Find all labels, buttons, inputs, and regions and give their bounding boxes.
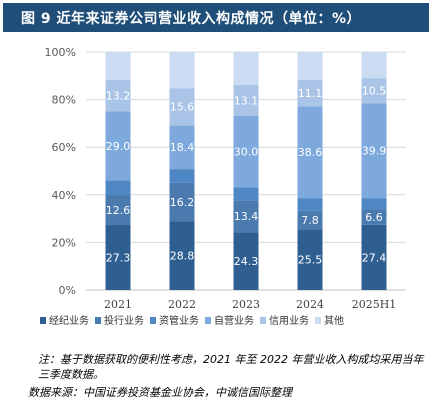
bar-segment <box>105 195 131 226</box>
data-label: 16.2 <box>170 196 195 209</box>
bar-segment <box>169 88 195 126</box>
bar-segment <box>169 169 195 183</box>
chart-title: 图 9 近年来证券公司营业收入构成情况（单位：%） <box>21 10 362 27</box>
x-tick-label: 2024 <box>296 298 324 311</box>
bar-segment <box>297 79 323 107</box>
data-label: 7.8 <box>301 214 319 227</box>
legend-swatch <box>95 317 101 324</box>
bar-segment <box>233 187 259 201</box>
legend-label: 其他 <box>324 314 344 327</box>
bar-segment <box>297 229 323 290</box>
legend-label: 经纪业务 <box>49 314 89 327</box>
bar-segment <box>105 111 131 181</box>
chart-note: 注：基于数据获取的便利性考虑，2021 年至 2022 年营业收入构成均采用当年… <box>38 352 428 382</box>
x-tick-label: 2023 <box>232 298 260 311</box>
data-label: 27.3 <box>106 252 131 265</box>
data-label: 15.6 <box>170 101 195 114</box>
data-label: 12.6 <box>106 204 131 217</box>
x-tick-label: 2022 <box>168 298 196 311</box>
data-label: 6.6 <box>365 211 383 224</box>
bar-segment <box>233 52 259 85</box>
bar-segment <box>297 106 323 199</box>
data-label: 29.0 <box>106 140 131 153</box>
bar-segment <box>233 200 259 233</box>
legend-swatch <box>205 317 211 324</box>
bar-segment <box>297 198 323 211</box>
x-tick-label: 2021 <box>104 298 132 311</box>
legend-label: 投行业务 <box>104 314 144 327</box>
bar-segment <box>169 52 195 89</box>
x-tick-label: 2025H1 <box>352 298 397 311</box>
stacked-bar-chart: 0% 20% 40% 60% 80% 100% 27.3 12.6 29.0 13.2 2021 28… <box>40 46 406 327</box>
y-tick-label: 20% <box>52 236 76 249</box>
data-label: 13.1 <box>234 94 259 107</box>
bar-segment <box>361 209 387 225</box>
bar-segment <box>233 84 259 117</box>
bar-segment <box>169 182 195 222</box>
bar-segment <box>361 224 387 290</box>
legend-swatch <box>315 317 321 324</box>
bar-segment <box>297 52 323 80</box>
legend-swatch <box>260 317 266 324</box>
chart-title-bar: 图 9 近年来证券公司营业收入构成情况（单位：%） <box>3 3 429 32</box>
data-label: 28.8 <box>170 250 195 263</box>
bar-segment <box>361 78 387 104</box>
y-tick-label: 40% <box>52 189 76 202</box>
data-source: 数据来源：中国证券投资基金业协会，中诚信国际整理 <box>28 386 292 399</box>
data-label: 25.5 <box>298 254 323 267</box>
y-tick-label: 80% <box>52 94 76 107</box>
bar-segment <box>361 103 387 199</box>
data-label: 38.6 <box>298 146 323 159</box>
data-label: 30.0 <box>234 146 259 159</box>
data-label: 27.4 <box>362 251 387 264</box>
legend-label: 信用业务 <box>269 314 309 327</box>
bar-segment <box>105 225 131 290</box>
data-label: 13.2 <box>106 90 131 103</box>
bar-segment <box>169 221 195 290</box>
y-tick-label: 60% <box>52 141 76 154</box>
data-label: 11.1 <box>298 87 323 100</box>
data-label: 10.5 <box>362 85 387 98</box>
data-label: 18.4 <box>170 141 195 154</box>
bar-segment <box>233 232 259 290</box>
legend-swatch <box>150 317 156 324</box>
note-text: 注：基于数据获取的便利性考虑，2021 年至 2022 年营业收入构成均采用当年… <box>38 353 424 381</box>
bar-segment <box>105 52 131 80</box>
y-tick-label: 0% <box>59 284 76 297</box>
legend-label: 自营业务 <box>214 314 254 327</box>
bar-segment <box>297 210 323 230</box>
legend-swatch <box>40 317 46 324</box>
bar-segment <box>233 116 259 188</box>
bar-segment <box>361 198 387 210</box>
data-label: 13.4 <box>234 210 259 223</box>
bar-segment <box>169 125 195 170</box>
bar-segment <box>105 180 131 196</box>
data-label: 24.3 <box>234 255 259 268</box>
y-tick-label: 100% <box>45 46 76 59</box>
bar-segment <box>105 79 131 112</box>
legend-label: 资管业务 <box>159 314 199 327</box>
bar-segment <box>361 52 387 79</box>
data-label: 39.9 <box>362 145 387 158</box>
